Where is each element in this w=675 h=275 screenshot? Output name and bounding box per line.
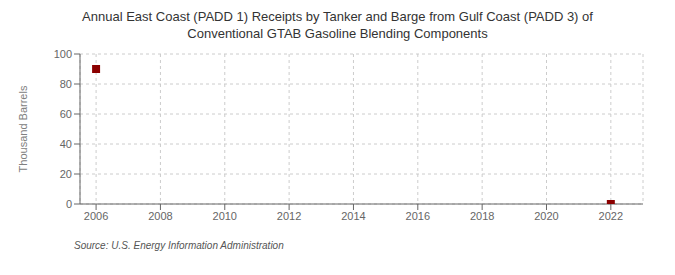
html-text:Annual East Coast (PADD 1) Rec: Annual East Coast (PADD 1) Receipts by T… — [82, 9, 593, 24]
svg-text:2014: 2014 — [341, 210, 365, 222]
svg-text:2010: 2010 — [213, 210, 237, 222]
svg-text:2006: 2006 — [84, 210, 108, 222]
svg-text:100: 100 — [54, 48, 72, 60]
svg-text:2008: 2008 — [148, 210, 172, 222]
svg-text:2022: 2022 — [599, 210, 623, 222]
svg-text:2016: 2016 — [406, 210, 430, 222]
svg-text:80: 80 — [60, 78, 72, 90]
svg-text:2020: 2020 — [534, 210, 558, 222]
svg-text:60: 60 — [60, 108, 72, 120]
svg-text:0: 0 — [66, 198, 72, 210]
svg-text:40: 40 — [60, 138, 72, 150]
html-text:Source: U.S. Energy Informatio: Source: U.S. Energy Information Administ… — [74, 240, 284, 251]
svg-text:20: 20 — [60, 168, 72, 180]
svg-text:2018: 2018 — [470, 210, 494, 222]
svg-text:Thousand Barrels: Thousand Barrels — [17, 85, 29, 172]
html-text:Conventional GTAB Gasoline Ble: Conventional GTAB Gasoline Blending Comp… — [187, 26, 488, 41]
svg-text:2012: 2012 — [277, 210, 301, 222]
